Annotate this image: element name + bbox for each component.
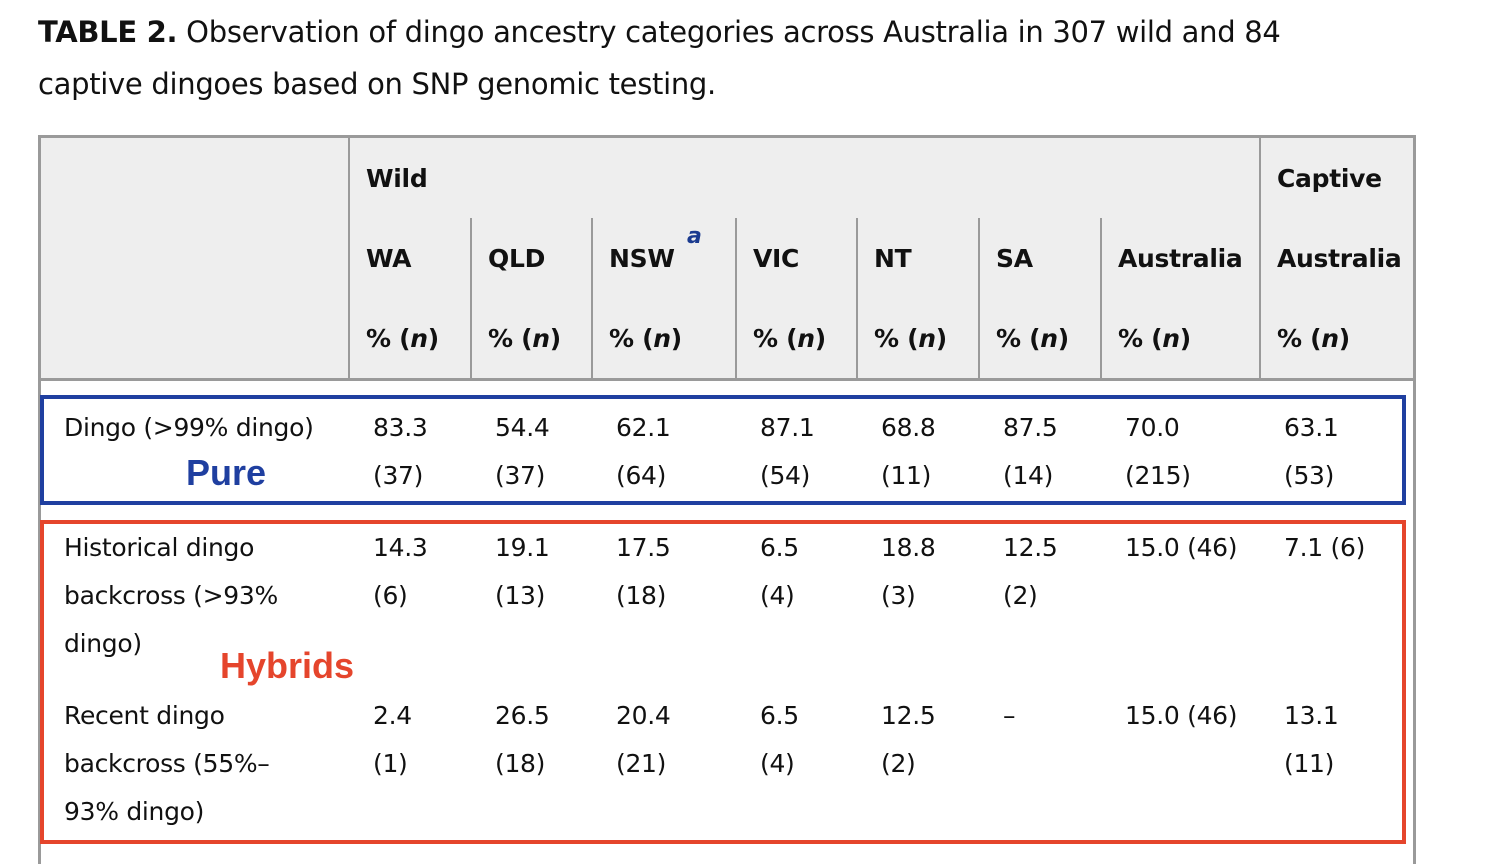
column-header-qld: QLD [488, 244, 546, 273]
table-header: Wild Captive WA QLD NSW a VIC NT SA Aust… [41, 138, 1413, 381]
table-cell: 63.1 (53) [1284, 413, 1339, 490]
unit-header: % (n) [488, 324, 561, 353]
footnote-a-link[interactable]: a [687, 224, 702, 249]
table-cell: 2.4 (1) [373, 701, 412, 778]
table-cell: 12.5 (2) [881, 701, 936, 778]
table-cell: 18.8 (3) [881, 533, 936, 610]
unit-header: % (n) [874, 324, 947, 353]
column-header-nsw: NSW [609, 244, 675, 273]
table-cell: 62.1 (64) [616, 413, 671, 490]
table-cell: 83.3 (37) [373, 413, 428, 490]
table-cell: 13.1 (11) [1284, 701, 1339, 778]
column-header-vic: VIC [753, 244, 800, 273]
table-cell: 26.5 (18) [495, 701, 550, 778]
data-table: Wild Captive WA QLD NSW a VIC NT SA Aust… [38, 135, 1416, 864]
header-divider [856, 218, 858, 378]
unit-header: % (n) [1118, 324, 1191, 353]
table-cell: 6.5 (4) [760, 533, 799, 610]
group-header-captive: Captive [1277, 164, 1382, 193]
column-header-sa: SA [996, 244, 1033, 273]
caption-text: Observation of dingo ancestry categories… [38, 15, 1281, 101]
table-caption: TABLE 2. Observation of dingo ancestry c… [38, 6, 1338, 110]
table-cell: 20.4 (21) [616, 701, 671, 778]
row-label-dingo: Dingo (>99% dingo) [64, 413, 314, 442]
table-cell: 15.0 (46) [1125, 533, 1238, 562]
header-divider [470, 218, 472, 378]
column-header-nt: NT [874, 244, 912, 273]
table-cell: 54.4 (37) [495, 413, 550, 490]
group-header-wild: Wild [366, 164, 428, 193]
unit-header: % (n) [1277, 324, 1350, 353]
table-cell: 87.5 (14) [1003, 413, 1058, 490]
row-label-historical-backcross: Historical dingo backcross (>93% dingo) [64, 533, 278, 658]
table-cell: 68.8 (11) [881, 413, 936, 490]
table-cell: 17.5 (18) [616, 533, 671, 610]
header-divider [348, 138, 350, 378]
header-divider [1100, 218, 1102, 378]
header-divider [735, 218, 737, 378]
table-cell: 70.0 (215) [1125, 413, 1191, 490]
hybrids-highlight-box [40, 520, 1406, 844]
hybrids-annotation: Hybrids [220, 645, 355, 686]
pure-highlight-box [40, 395, 1406, 505]
column-header-wa: WA [366, 244, 412, 273]
table-cell: 15.0 (46) [1125, 701, 1238, 730]
table-cell: 12.5 (2) [1003, 533, 1058, 610]
unit-header: % (n) [753, 324, 826, 353]
header-divider [978, 218, 980, 378]
unit-header: % (n) [609, 324, 682, 353]
column-header-australia-wild: Australia [1118, 244, 1243, 273]
header-divider [1259, 138, 1261, 378]
unit-header: % (n) [366, 324, 439, 353]
table-cell: 7.1 (6) [1284, 533, 1366, 562]
table-cell: – [1003, 701, 1016, 730]
table-cell: 14.3 (6) [373, 533, 428, 610]
header-divider [591, 218, 593, 378]
table-label: TABLE 2. [38, 15, 178, 49]
unit-header: % (n) [996, 324, 1069, 353]
pure-annotation: Pure [186, 452, 267, 493]
column-header-australia-captive: Australia [1277, 244, 1402, 273]
table-cell: 19.1 (13) [495, 533, 550, 610]
row-label-recent-backcross: Recent dingo backcross (55%– 93% dingo) [64, 701, 270, 826]
table-cell: 6.5 (4) [760, 701, 799, 778]
table-cell: 87.1 (54) [760, 413, 815, 490]
